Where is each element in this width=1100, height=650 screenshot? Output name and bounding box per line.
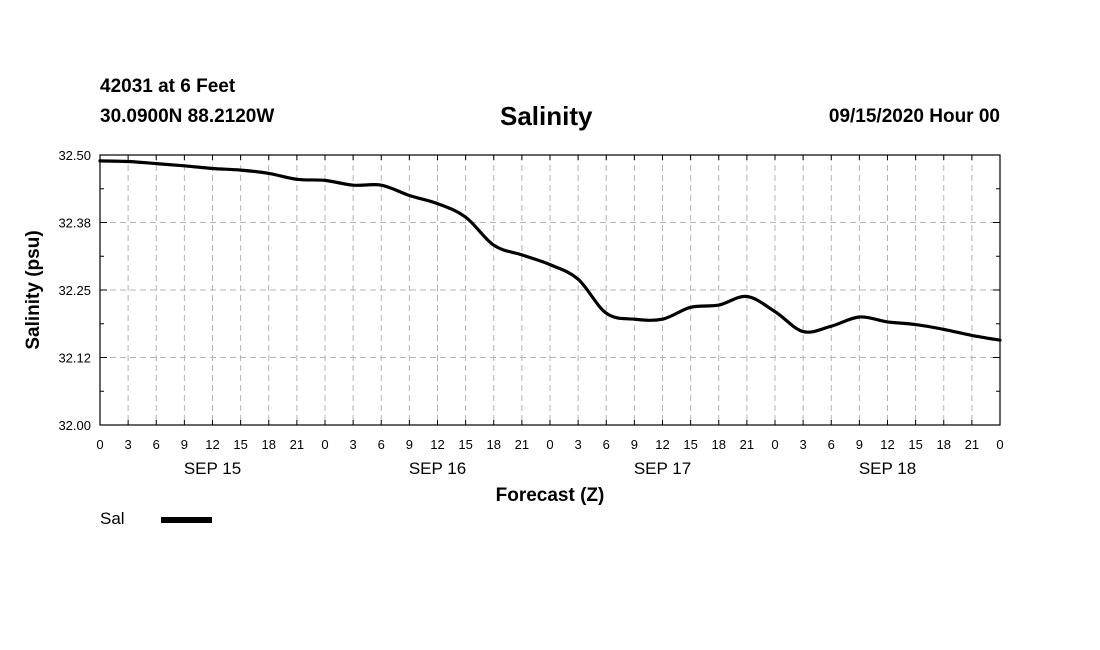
x-tick-label: 12: [430, 437, 444, 452]
x-tick-label: 21: [965, 437, 979, 452]
x-tick-label: 6: [378, 437, 385, 452]
x-tick-label: 0: [771, 437, 778, 452]
x-tick-label: 6: [153, 437, 160, 452]
grid-lines: [100, 155, 1000, 425]
day-label: SEP 18: [859, 459, 916, 478]
x-tick-label: 12: [205, 437, 219, 452]
axis-ticks: [99, 154, 1001, 426]
day-label: SEP 15: [184, 459, 241, 478]
chart-title: Salinity: [500, 101, 593, 131]
y-tick-label: 32.50: [58, 148, 91, 163]
x-tick-label: 15: [683, 437, 697, 452]
x-tick-label: 3: [125, 437, 132, 452]
x-tick-label: 12: [655, 437, 669, 452]
x-tick-label: 15: [458, 437, 472, 452]
x-axis-title: Forecast (Z): [496, 485, 605, 506]
x-tick-label: 6: [603, 437, 610, 452]
x-tick-label: 3: [575, 437, 582, 452]
axis-labels: 0 3 6 9 12 15 18 21 0 3 6 9 12 15 18 21 0 3 6 9 12 15 18 21 0 3 6 9…: [58, 148, 1003, 478]
y-axis-title: Salinity (psu): [23, 230, 44, 349]
x-tick-label: 0: [96, 437, 103, 452]
x-tick-label: 18: [262, 437, 276, 452]
x-tick-label: 9: [631, 437, 638, 452]
x-tick-label: 0: [321, 437, 328, 452]
salinity-series-line: [98, 159, 1002, 342]
y-tick-label: 32.00: [58, 418, 91, 433]
coordinates-label: 30.0900N 88.2120W: [100, 106, 275, 127]
x-tick-label: 21: [515, 437, 529, 452]
x-tick-label: 9: [181, 437, 188, 452]
legend-swatch: [161, 517, 212, 523]
x-tick-label: 15: [908, 437, 922, 452]
x-tick-label: 3: [350, 437, 357, 452]
legend-label: Sal: [100, 509, 125, 528]
x-tick-label: 9: [406, 437, 413, 452]
x-tick-label: 0: [996, 437, 1003, 452]
x-tick-label: 21: [740, 437, 754, 452]
x-tick-label: 0: [546, 437, 553, 452]
forecast-run-label: 09/15/2020 Hour 00: [828, 106, 1000, 127]
x-tick-label: 3: [800, 437, 807, 452]
x-tick-label: 9: [856, 437, 863, 452]
day-label: SEP 16: [409, 459, 466, 478]
x-tick-label: 18: [712, 437, 726, 452]
station-label: 42031 at 6 Feet: [100, 76, 236, 97]
x-tick-label: 18: [487, 437, 501, 452]
y-tick-label: 32.12: [58, 351, 91, 366]
x-tick-label: 15: [233, 437, 247, 452]
y-tick-label: 32.25: [58, 283, 91, 298]
y-tick-label: 32.38: [58, 216, 91, 231]
day-label: SEP 17: [634, 459, 691, 478]
x-tick-label: 18: [937, 437, 951, 452]
x-tick-label: 21: [290, 437, 304, 452]
x-tick-label: 12: [880, 437, 894, 452]
plot-frame: [99, 154, 1001, 426]
x-tick-label: 6: [828, 437, 835, 452]
